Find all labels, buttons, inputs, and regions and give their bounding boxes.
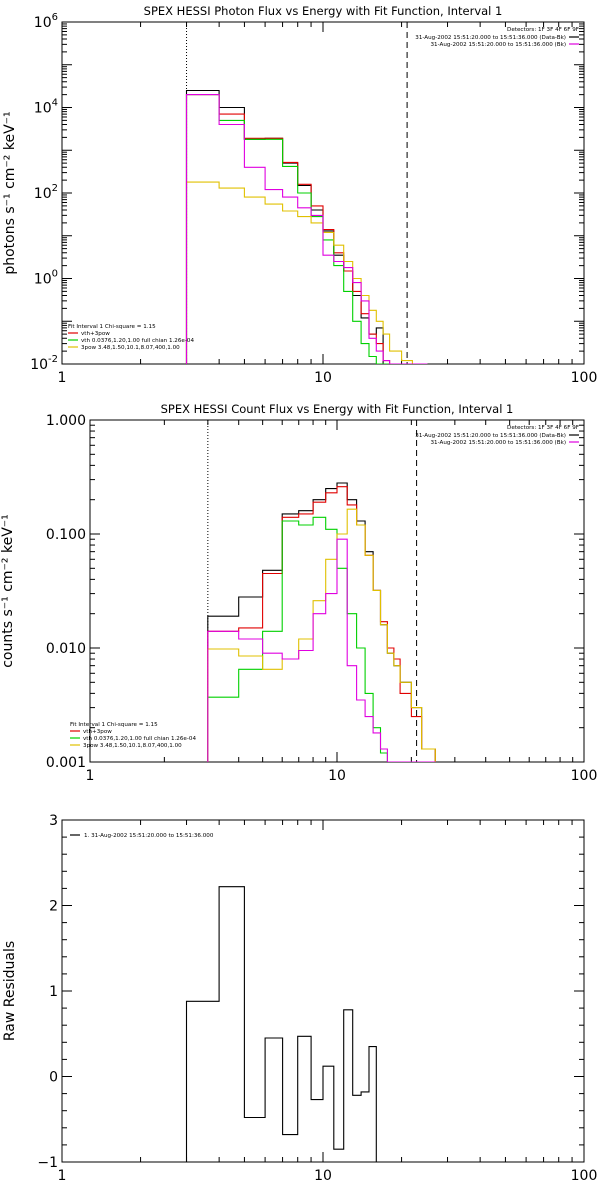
series-line-vth-3pow: [185, 94, 391, 364]
legend-right-entry: 31-Aug-2002 15:51:20.000 to 15:51:36.000…: [430, 42, 566, 48]
y-axis-label: counts s⁻¹ cm⁻² keV⁻¹: [0, 514, 16, 668]
x-tick-label: 1: [58, 370, 67, 386]
detectors-label: Detectors: 1F 3F 4F 6F 9F: [507, 27, 579, 33]
y-tick-label: 0.001: [46, 755, 86, 771]
x-tick-label: 10: [314, 370, 332, 386]
series-line-vth-3pow: [207, 486, 436, 762]
plot-frame: [61, 819, 585, 1163]
x-tick-label: 1: [86, 768, 95, 784]
y-tick-label: 0.100: [46, 527, 86, 543]
series-line-vth: [207, 516, 436, 762]
series-line-bk: [207, 538, 436, 762]
series-line-data-bk: [207, 482, 436, 762]
x-tick-label: 10: [314, 1168, 332, 1184]
y-tick-label: 1.000: [46, 413, 86, 429]
plot-frame: [61, 21, 585, 365]
legend-left-entry: vth 0.0376,1.20,1.00 full chian 1.26e-04: [83, 736, 196, 742]
legend-left-entry: 3pow 3.48,1.50,10.1,8.07,400,1.00: [83, 743, 182, 749]
chart-title: SPEX HESSI Count Flux vs Energy with Fit…: [161, 402, 514, 416]
legend-right-entry: 31-Aug-2002 15:51:20.000 to 15:51:36.000…: [415, 433, 566, 439]
detectors-label: Detectors: 1F 3F 4F 6F 9F: [507, 425, 579, 431]
series-line-bk: [185, 94, 428, 364]
x-tick-label: 10: [328, 768, 346, 784]
y-tick-label: 2: [49, 899, 58, 915]
legend-left-entry: vth+3pow: [81, 331, 110, 337]
y-tick-label: 0: [49, 1070, 58, 1086]
y-tick-label: 3: [49, 813, 58, 829]
chart-panel-2: SPEX HESSI Count Flux vs Energy with Fit…: [0, 402, 597, 784]
y-tick-label: 106: [34, 12, 58, 31]
chart-panel-3: 1 10 100 −1 0 1 2 3 Raw Residuals 1. 31-Aug-2002 …: [2, 813, 597, 1184]
legend-right-entry: 31-Aug-2002 15:51:20.000 to 15:51:36.000…: [430, 440, 566, 446]
y-tick-label: 0.010: [46, 641, 86, 657]
series-line-data-bk: [185, 89, 403, 364]
x-tick-label: 100: [571, 1168, 598, 1184]
y-tick-label: 10-2: [30, 354, 58, 373]
legend-left-entry: 3pow 3.48,1.50,10.1,8.07,400,1.00: [81, 345, 180, 351]
chart-panel-1: SPEX HESSI Photon Flux vs Energy with Fi…: [2, 4, 598, 386]
legend-left-entry: vth 0.0376,1.20,1.00 full chian 1.26e-04: [81, 338, 194, 344]
y-tick-label: 102: [34, 183, 58, 202]
legend-left-header: Fit Interval 1 Chi-square = 1.15: [70, 722, 158, 728]
y-tick-label: 1: [49, 984, 58, 1000]
x-tick-label: 100: [571, 370, 598, 386]
series-line-1-31-aug-2002-15-51-20-000-to-15-51-36-000: [185, 886, 377, 1162]
legend-right-entry: 31-Aug-2002 15:51:20.000 to 15:51:36.000…: [415, 35, 566, 41]
chart-title: SPEX HESSI Photon Flux vs Energy with Fi…: [144, 4, 503, 18]
y-axis-label: Raw Residuals: [2, 941, 18, 1041]
y-axis-label: photons s⁻¹ cm⁻² keV⁻¹: [2, 111, 18, 274]
y-tick-label: −1: [37, 1155, 58, 1171]
series-line-vth: [185, 94, 428, 364]
legend-left-header: Fit Interval 1 Chi-square = 1.15: [68, 324, 156, 330]
series-line-3pow: [185, 181, 413, 364]
legend-top-entry: 1. 31-Aug-2002 15:51:20.000 to 15:51:36.…: [84, 833, 214, 839]
series-line-3pow: [207, 508, 436, 762]
y-tick-label: 104: [34, 98, 58, 117]
y-tick-label: 100: [34, 269, 58, 288]
x-tick-label: 100: [571, 768, 598, 784]
x-tick-label: 1: [58, 1168, 67, 1184]
legend-left-entry: vth+3pow: [83, 729, 112, 735]
